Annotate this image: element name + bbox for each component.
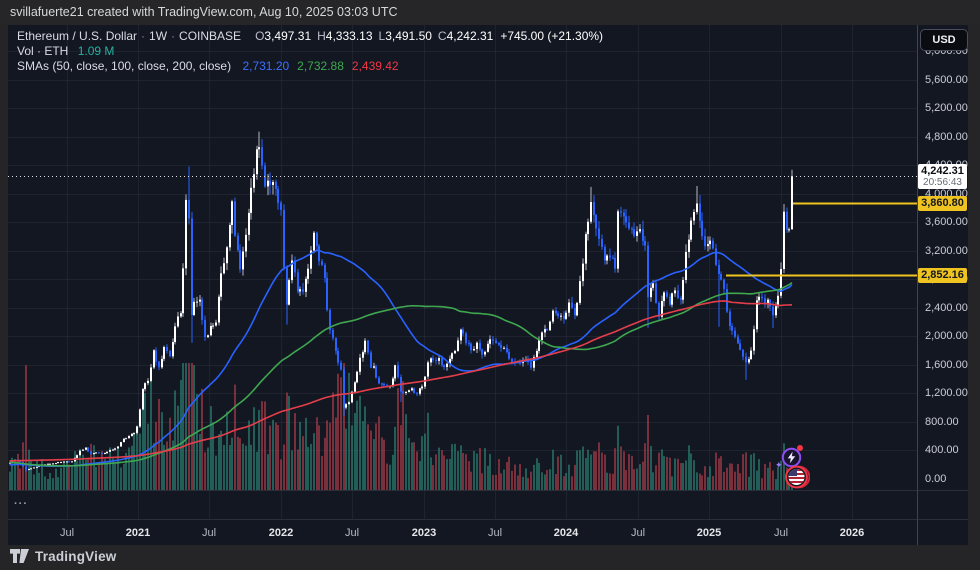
tradingview-logo-text: TradingView	[35, 548, 117, 564]
us-flag-icon	[785, 465, 811, 489]
attribution-text: svillafuerte21 created with TradingView.…	[10, 5, 398, 19]
time-tick-label: Jul	[201, 526, 217, 539]
tradingview-logo-icon	[10, 549, 29, 563]
sma-legend-row[interactable]: SMAs (50, close, 100, close, 200, close)…	[17, 59, 603, 73]
time-axis[interactable]: Jul 2021 Jul 2022 Jul 2023 Jul 2024 Jul 2025 Jul 20…	[8, 520, 968, 545]
price-chart-canvas[interactable]	[8, 25, 917, 519]
notification-dot	[797, 445, 803, 451]
lightning-event-marker[interactable]: ✦	[775, 445, 803, 470]
price-tick-label: 400.00	[925, 444, 959, 456]
time-tick-label: 2021	[125, 526, 151, 539]
price-tick-label: 800.00	[925, 415, 959, 428]
pane-more-button[interactable]: ···	[14, 498, 28, 510]
exchange-label[interactable]: COINBASE	[179, 29, 242, 43]
time-tick-label: Jul	[59, 526, 75, 539]
price-tick-label: 3,200.00	[925, 244, 968, 257]
price-tick-label: 2,400.00	[925, 301, 968, 314]
ohlc-value: 4,333.13	[325, 29, 373, 43]
sma50-value: 2,731.20	[242, 59, 290, 73]
time-tick-label: Jul	[630, 526, 646, 539]
sparkle-icon: ✦	[775, 460, 783, 470]
sma-values: 2,731.20 2,732.88 2,439.42	[234, 59, 398, 73]
time-axis-border	[8, 519, 968, 520]
time-tick-label: Jul	[344, 526, 360, 539]
last-price-value: 4,242.31	[921, 165, 964, 178]
time-tick-label: 2025	[696, 526, 722, 539]
ohlc-key: O	[255, 29, 265, 43]
price-tick-label: 1,200.00	[925, 387, 968, 399]
ohlc-value: 3,491.50	[385, 29, 432, 43]
time-tick-label: Jul	[487, 526, 503, 539]
pane-separator[interactable]	[8, 490, 968, 491]
price-tick-label: 5,600.00	[925, 73, 968, 86]
time-tick-label: Jul	[773, 526, 789, 539]
currency-toggle-button[interactable]: USD	[920, 29, 968, 51]
time-tick-label: 2024	[553, 526, 579, 539]
price-axis-border	[917, 25, 918, 545]
interval-label[interactable]: 1W	[149, 29, 168, 43]
symbol-title[interactable]: Ethereum / U.S. Dollar	[17, 29, 138, 43]
volume-value: 1.09 M	[77, 44, 115, 58]
sma200-value: 2,439.42	[351, 59, 399, 73]
us-flag-event-marker[interactable]	[785, 465, 811, 489]
change-value: +745.00 (+21.30%)	[500, 29, 604, 43]
symbol-legend-row[interactable]: Ethereum / U.S. Dollar · 1W · COINBASE O3,497…	[17, 29, 604, 43]
volume-legend-row[interactable]: Vol · ETH 1.09 M	[17, 44, 603, 58]
attribution-bar: svillafuerte21 created with TradingView.…	[0, 0, 980, 25]
price-tick-label: 4,800.00	[925, 130, 968, 143]
last-price-badge: 4,242.31 20:56:43	[918, 164, 967, 190]
ohlc-value: 4,242.31	[446, 29, 494, 43]
ohlc-key: H	[317, 29, 326, 43]
bar-countdown: 20:56:43	[923, 177, 962, 189]
volume-indicator-label[interactable]: Vol · ETH	[17, 44, 69, 58]
price-tick-label: 5,200.00	[925, 102, 968, 114]
price-tick-label: 1,600.00	[925, 358, 968, 371]
price-tick-label: 3,600.00	[925, 216, 968, 228]
sma100-value: 2,732.88	[297, 59, 344, 73]
ohlc-values: O3,497.31 H4,333.13 L3,491.50 C4,242.31	[249, 29, 493, 43]
level-price-badge-1: 3,860.80	[918, 195, 967, 211]
ohlc-key: C	[437, 29, 447, 43]
sma-indicator-label[interactable]: SMAs (50, close, 100, close, 200, close)	[17, 59, 232, 73]
time-tick-label: 2026	[839, 526, 865, 539]
chart-legend: Ethereum / U.S. Dollar · 1W · COINBASE O3,497…	[17, 29, 603, 74]
tradingview-logo[interactable]: TradingView	[10, 547, 116, 565]
lightning-icon	[781, 447, 802, 468]
time-tick-label: 2023	[411, 526, 437, 539]
ohlc-key: L	[378, 29, 386, 43]
time-tick-label: 2022	[268, 526, 294, 539]
level-price-badge-2: 2,852.16	[918, 267, 967, 283]
price-tick-label: 0.00	[925, 472, 947, 485]
ohlc-value: 3,497.31	[264, 29, 312, 43]
price-tick-label: 2,000.00	[925, 330, 968, 342]
